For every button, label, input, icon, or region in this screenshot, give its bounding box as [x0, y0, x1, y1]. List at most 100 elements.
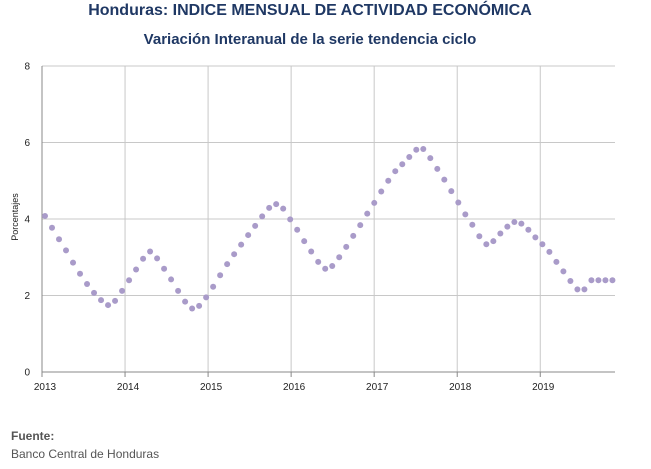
data-point: [315, 258, 322, 265]
data-point: [308, 248, 315, 255]
data-point: [259, 213, 266, 220]
data-point: [294, 226, 301, 233]
data-point: [434, 165, 441, 172]
data-point: [399, 161, 406, 168]
data-point: [602, 277, 609, 284]
data-point: [161, 265, 168, 272]
data-point: [357, 222, 364, 229]
chart-title: Honduras: INDICE MENSUAL DE ACTIVIDAD EC…: [88, 2, 532, 19]
data-point: [84, 281, 91, 288]
data-point: [91, 289, 98, 296]
data-point: [119, 287, 126, 294]
data-point: [231, 251, 238, 258]
data-point: [336, 254, 343, 261]
data-point: [448, 188, 455, 195]
x-tick-label: 2014: [117, 382, 140, 393]
data-point: [175, 287, 182, 294]
y-tick-label: 0: [24, 368, 30, 379]
data-point: [567, 277, 574, 284]
data-point: [462, 211, 469, 218]
y-tick-label: 4: [24, 215, 30, 226]
data-point: [245, 232, 252, 239]
data-point: [441, 176, 448, 183]
data-point: [147, 248, 154, 255]
y-tick-label: 8: [24, 62, 30, 73]
data-point: [525, 226, 532, 233]
y-tick-label: 6: [24, 138, 30, 149]
x-tick-label: 2019: [532, 382, 555, 393]
data-point: [504, 223, 511, 230]
data-point: [427, 155, 434, 162]
data-point: [63, 247, 70, 254]
data-point: [56, 236, 63, 243]
data-point: [518, 220, 525, 227]
data-point: [252, 222, 259, 229]
data-point: [210, 283, 217, 290]
data-point: [546, 248, 553, 255]
x-tick-label: 2015: [200, 382, 223, 393]
data-point: [196, 302, 203, 309]
data-point: [378, 188, 385, 195]
data-point: [532, 234, 539, 241]
data-point: [595, 277, 602, 284]
data-point: [70, 259, 77, 266]
data-point: [469, 221, 476, 228]
data-point: [581, 286, 588, 293]
data-point: [420, 146, 427, 153]
data-point: [539, 241, 546, 248]
data-point: [154, 255, 161, 262]
data-point: [224, 261, 231, 268]
data-point: [413, 146, 420, 153]
x-tick-label: 2017: [366, 382, 389, 393]
data-point: [385, 177, 392, 184]
data-point: [217, 272, 224, 279]
data-point: [406, 154, 413, 161]
data-point: [112, 297, 119, 304]
data-point: [511, 219, 518, 226]
data-point: [588, 277, 595, 284]
data-point: [301, 238, 308, 245]
data-point: [455, 199, 462, 206]
data-point: [126, 277, 133, 284]
data-point: [238, 241, 245, 248]
data-point: [574, 286, 581, 293]
source-value: Banco Central de Honduras: [11, 447, 160, 461]
data-point: [189, 305, 196, 312]
y-tick-label: 2: [24, 291, 30, 302]
x-tick-label: 2016: [283, 382, 306, 393]
data-point: [42, 212, 48, 219]
data-point: [497, 230, 504, 237]
data-point: [168, 276, 175, 283]
data-point: [476, 233, 483, 240]
data-point: [371, 199, 378, 206]
data-point: [140, 255, 147, 262]
data-point: [343, 243, 350, 250]
data-point: [322, 265, 329, 272]
data-point: [329, 263, 336, 270]
data-point: [483, 241, 490, 248]
data-point: [350, 232, 357, 239]
data-point: [266, 204, 273, 211]
source-label: Fuente:: [11, 429, 55, 443]
data-point: [105, 302, 112, 309]
data-point: [203, 294, 210, 301]
data-point: [364, 210, 371, 217]
data-point: [49, 224, 56, 231]
x-tick-label: 2013: [34, 382, 57, 393]
data-point: [287, 216, 294, 223]
data-point: [553, 258, 560, 265]
data-point: [490, 238, 497, 245]
data-point: [609, 277, 616, 284]
x-tick-label: 2018: [449, 382, 472, 393]
data-point: [560, 268, 567, 275]
data-point: [182, 298, 189, 305]
data-point: [280, 205, 287, 212]
y-axis-label: Porcentajes: [10, 193, 20, 241]
data-point: [77, 270, 84, 277]
data-point: [392, 168, 399, 175]
chart-subtitle: Variación Interanual de la serie tendenc…: [143, 31, 477, 48]
data-point: [273, 201, 280, 208]
data-point: [98, 297, 105, 304]
data-point: [133, 266, 140, 273]
